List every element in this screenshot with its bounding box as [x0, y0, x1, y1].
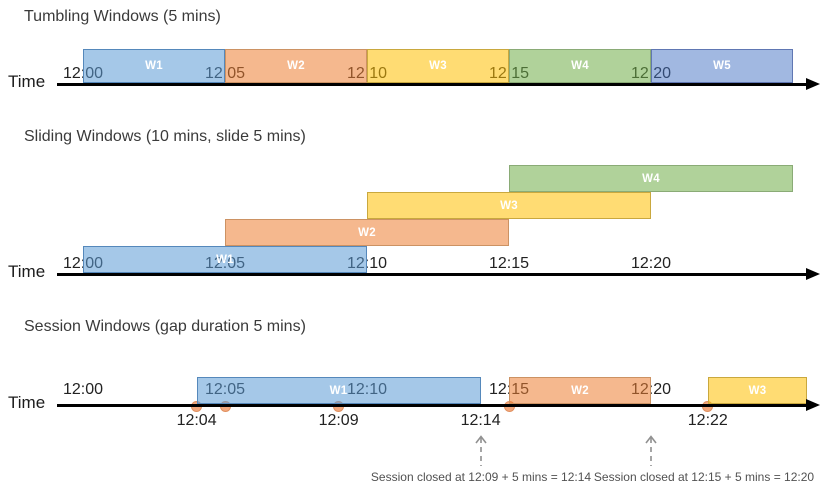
session-close-annotation: Session closed at 12:15 + 5 mins = 12:20 [593, 470, 815, 484]
window-label: W4 [642, 172, 660, 185]
window-bar-w1: W1 [83, 246, 367, 273]
window-label: W2 [287, 60, 305, 72]
event-time-label: 12:14 [460, 412, 501, 429]
tick-label: 12:15 [488, 255, 530, 272]
window-label: W2 [571, 384, 589, 397]
window-bar-w4: W4 [509, 165, 793, 192]
window-bar-w4: W4 [509, 49, 651, 83]
window-label: W4 [571, 60, 589, 72]
window-label: W1 [145, 60, 163, 72]
window-bar-w1: W1 [196, 377, 481, 404]
axis-label: Time [8, 72, 46, 91]
window-bar-w5: W5 [651, 49, 793, 83]
window-bar-w1: W1 [83, 49, 225, 83]
section-title: Sliding Windows (10 mins, slide 5 mins) [24, 128, 306, 145]
timeline [57, 83, 808, 86]
window-label: W5 [713, 60, 731, 72]
timeline-arrowhead-icon [806, 78, 820, 91]
window-bar-w3: W3 [367, 192, 651, 219]
session-close-arrow-icon [474, 435, 488, 467]
event-time-label: 12:04 [176, 412, 217, 429]
event-time-label: 12:09 [318, 412, 359, 429]
window-label: W3 [748, 384, 767, 397]
section-title: Session Windows (gap duration 5 mins) [24, 318, 306, 335]
timeline-arrowhead-icon [806, 399, 820, 412]
window-bar-w3: W3 [367, 49, 509, 83]
window-label: W1 [216, 253, 234, 266]
section-title: Tumbling Windows (5 mins) [24, 8, 221, 25]
window-label: W3 [429, 60, 447, 72]
timeline [57, 273, 808, 276]
event-time-label: 12:22 [687, 412, 728, 429]
axis-label: Time [8, 262, 46, 281]
window-bar-w2: W2 [225, 219, 509, 246]
axis-label: Time [8, 393, 46, 412]
session-close-annotation: Session closed at 12:09 + 5 mins = 12:14 [370, 470, 592, 484]
window-bar-w3: W3 [707, 377, 808, 404]
window-label: W3 [500, 199, 518, 212]
tick-label: 12:00 [62, 381, 104, 398]
window-label: W2 [358, 226, 376, 239]
timeline-arrowhead-icon [806, 268, 820, 281]
session-close-arrow-icon [644, 435, 658, 467]
window-bar-w2: W2 [225, 49, 367, 83]
window-bar-w2: W2 [509, 377, 651, 404]
timeline [57, 404, 808, 407]
tick-label: 12:20 [630, 255, 672, 272]
window-label: W1 [329, 384, 348, 397]
